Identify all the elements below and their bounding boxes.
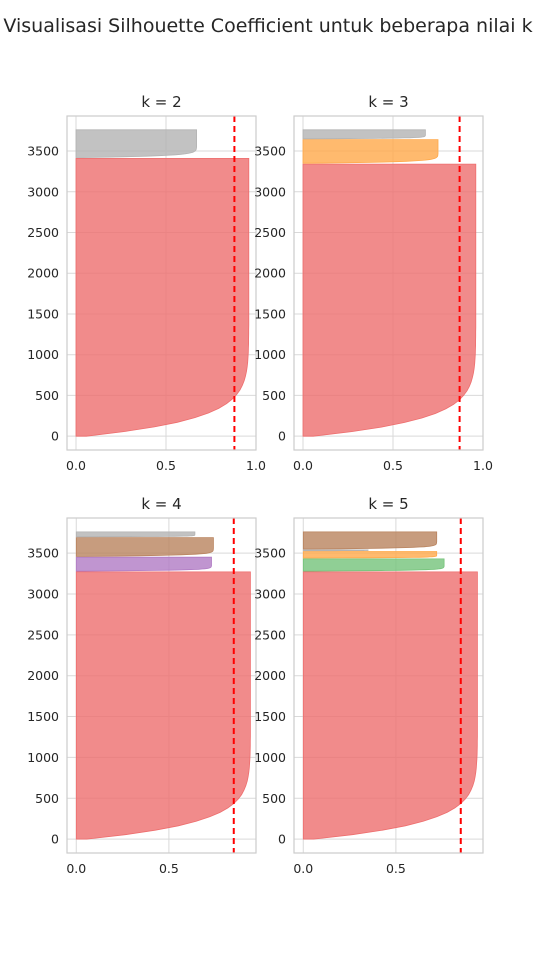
- axes-frame: [66, 517, 257, 854]
- silhouette-cluster-3: [302, 549, 369, 552]
- silhouette-cluster-0: [302, 571, 478, 840]
- subplot-title: k = 4: [141, 495, 181, 513]
- y-tick-label: 2000: [27, 668, 59, 683]
- silhouette-cluster-2: [302, 129, 426, 140]
- silhouette-cluster-4: [302, 531, 438, 550]
- y-tick-label: 2000: [254, 266, 286, 281]
- axes-frame: [293, 115, 484, 451]
- y-tick-label: 2000: [254, 668, 286, 683]
- y-tick-label: 3500: [27, 546, 59, 561]
- subplot-title: k = 2: [141, 93, 181, 111]
- subplot-k3: 0 500 1000 1500 2000 2500 3000 3500 0.0 0.5 1.0 k =…: [254, 93, 493, 473]
- y-tick-label: 3000: [254, 184, 286, 199]
- y-tick-label: 2500: [27, 225, 59, 240]
- y-tick-label: 1000: [27, 750, 59, 765]
- x-tick-label: 0.5: [383, 458, 403, 473]
- y-tick-label: 3500: [27, 144, 59, 159]
- axes-frame: [66, 115, 257, 451]
- y-tick-label: 500: [35, 388, 59, 403]
- axes-frame: [293, 517, 484, 854]
- y-tick-label: 0: [51, 429, 59, 444]
- y-tick-label: 2500: [27, 627, 59, 642]
- y-tick-label: 500: [262, 791, 286, 806]
- y-tick-label: 1000: [254, 347, 286, 362]
- y-tick-label: 1500: [27, 709, 59, 724]
- x-tick-label: 0.0: [293, 458, 313, 473]
- silhouette-cluster-2: [75, 537, 214, 557]
- y-tick-label: 3500: [254, 144, 286, 159]
- x-tick-label: 0.5: [156, 458, 176, 473]
- y-tick-label: 1500: [254, 306, 286, 321]
- silhouette-cluster-2: [302, 551, 438, 559]
- y-tick-label: 3000: [27, 184, 59, 199]
- y-tick-label: 1000: [254, 750, 286, 765]
- x-tick-label: 1.0: [473, 458, 493, 473]
- x-tick-label: 0.0: [293, 861, 313, 876]
- x-tick-label: 1.0: [246, 458, 266, 473]
- subplot-k2: 0 500 1000 1500 2000 2500 3000 3500 0.0 0.5 1.0 k =…: [27, 93, 266, 473]
- subplot-k5: 0 500 1000 1500 2000 2500 3000 3500 0.0 0.5 k = 5: [254, 495, 484, 876]
- figure-title: Visualisasi Silhouette Coefficient untuk…: [3, 15, 533, 37]
- y-tick-label: 3000: [254, 586, 286, 601]
- y-tick-label: 500: [262, 388, 286, 403]
- x-tick-label: 0.0: [66, 861, 86, 876]
- subplot-title: k = 5: [368, 495, 408, 513]
- silhouette-cluster-3: [75, 531, 196, 538]
- y-tick-label: 3500: [254, 546, 286, 561]
- y-tick-label: 2500: [254, 627, 286, 642]
- silhouette-cluster-1: [75, 556, 212, 572]
- x-tick-label: 0.0: [66, 458, 86, 473]
- y-tick-label: 3000: [27, 586, 59, 601]
- y-tick-label: 2000: [27, 266, 59, 281]
- y-tick-label: 2500: [254, 225, 286, 240]
- silhouette-cluster-1: [302, 139, 439, 164]
- y-tick-label: 0: [278, 832, 286, 847]
- silhouette-cluster-0: [302, 163, 477, 437]
- y-tick-label: 0: [278, 429, 286, 444]
- silhouette-cluster-1: [75, 129, 197, 158]
- x-tick-label: 0.5: [159, 861, 179, 876]
- y-tick-label: 0: [51, 832, 59, 847]
- x-tick-label: 0.5: [386, 861, 406, 876]
- y-tick-label: 1000: [27, 347, 59, 362]
- silhouette-cluster-0: [75, 158, 250, 437]
- subplot-title: k = 3: [368, 93, 408, 111]
- y-tick-label: 500: [35, 791, 59, 806]
- subplot-k4: 0 500 1000 1500 2000 2500 3000 3500 0.0 0.5 k = 4: [27, 495, 257, 876]
- silhouette-cluster-0: [75, 571, 251, 840]
- y-tick-label: 1500: [27, 306, 59, 321]
- silhouette-cluster-1: [302, 558, 445, 572]
- y-tick-label: 1500: [254, 709, 286, 724]
